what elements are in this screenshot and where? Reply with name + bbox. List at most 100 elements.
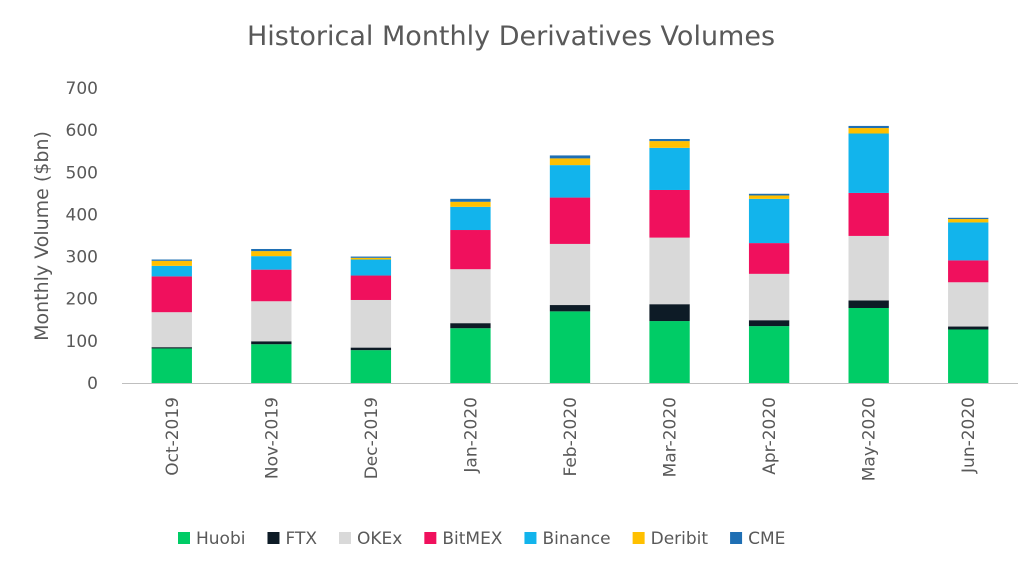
bar-segment <box>251 269 292 302</box>
bar-segment <box>251 301 292 342</box>
bar-segment <box>549 243 591 306</box>
legend-item: Deribit <box>632 529 709 549</box>
legend-swatch <box>524 532 537 544</box>
bar-segment <box>748 243 790 274</box>
bar-segment <box>748 198 790 244</box>
bar-segment <box>848 307 889 383</box>
bar-segment <box>450 230 491 270</box>
y-tick-label: 400 <box>66 205 98 225</box>
bar-segment <box>549 197 591 244</box>
bar-segment <box>848 235 889 301</box>
y-tick-label: 200 <box>66 290 98 310</box>
x-tick-label: Jan-2020 <box>461 397 481 474</box>
bar-segment <box>251 344 292 383</box>
y-tick-label: 600 <box>66 121 98 141</box>
bar-segment <box>350 259 392 276</box>
bar-segment <box>450 201 491 207</box>
legend: Huobi FTX OKEx BitMEX Binance Deribit CME <box>178 529 785 549</box>
y-tick-label: 100 <box>66 332 98 352</box>
bar-segment <box>549 158 591 166</box>
x-tick-label: Feb-2020 <box>561 397 581 477</box>
bar-segment <box>948 219 989 223</box>
bar-segment <box>549 311 591 383</box>
bar-segment <box>450 198 491 202</box>
bar-segment <box>450 269 491 324</box>
legend-label: OKEx <box>357 529 402 549</box>
bar-segment <box>848 133 889 193</box>
bar-stack <box>151 259 192 383</box>
y-tick-label: 700 <box>66 79 98 99</box>
bar-segment <box>350 257 392 260</box>
bar-segment <box>848 128 889 134</box>
bar-stack <box>251 248 292 383</box>
bar-stack <box>748 193 790 383</box>
legend-swatch <box>632 532 645 544</box>
bar-segment <box>649 237 690 305</box>
bar-segment <box>649 189 690 238</box>
bar-segment <box>748 326 790 383</box>
y-axis: 0 100 200 300 400 500 600 700 <box>66 79 98 394</box>
bar-segment <box>350 350 392 383</box>
legend-label: CME <box>748 529 785 549</box>
bar-stack <box>948 217 989 383</box>
legend-swatch <box>178 532 190 544</box>
legend-label: BitMEX <box>442 529 502 549</box>
legend-swatch <box>339 532 351 544</box>
bar-segment <box>251 256 292 270</box>
legend-label: Binance <box>542 529 610 549</box>
bar-stack <box>450 198 491 383</box>
legend-item: CME <box>730 529 785 549</box>
legend-label: FTX <box>285 529 317 549</box>
bar-segment <box>151 265 192 277</box>
y-tick-label: 300 <box>66 248 98 268</box>
chart-title: Historical Monthly Derivatives Volumes <box>247 21 775 52</box>
bar-segment <box>350 256 392 258</box>
bar-segment <box>649 147 690 190</box>
bar-segment <box>948 326 989 330</box>
legend-swatch <box>730 532 743 544</box>
y-axis-title: Monthly Volume ($bn) <box>31 131 53 341</box>
bar-segment <box>151 348 192 383</box>
x-tick-label: Mar-2020 <box>661 397 681 477</box>
bar-segment <box>649 321 690 383</box>
bar-segment <box>748 195 790 199</box>
bar-segment <box>948 260 989 283</box>
bar-segment <box>848 125 889 129</box>
bar-segment <box>549 305 591 312</box>
bar-segment <box>151 347 192 349</box>
legend-label: Huobi <box>196 529 245 549</box>
bar-segment <box>549 155 591 159</box>
bar-segment <box>549 165 591 198</box>
y-tick-label: 0 <box>87 374 98 394</box>
bar-segment <box>251 248 292 252</box>
bar-segment <box>748 320 790 327</box>
bar-segment <box>948 222 989 261</box>
legend-item: BitMEX <box>424 529 503 549</box>
bar-segment <box>649 138 690 142</box>
bar-segment <box>151 259 192 261</box>
bar-stack <box>350 256 392 383</box>
bar-segment <box>450 206 491 231</box>
bar-segment <box>450 323 491 329</box>
bar-segment <box>748 273 790 321</box>
legend-item: OKEx <box>339 529 402 549</box>
x-tick-label: May-2020 <box>860 397 880 481</box>
bar-segment <box>151 276 192 313</box>
bar-segment <box>151 260 192 266</box>
bar-segment <box>748 193 790 196</box>
bar-stack <box>848 125 889 383</box>
legend-label: Deribit <box>651 529 709 549</box>
bar-segment <box>649 141 690 148</box>
bar-segment <box>649 304 690 322</box>
legend-swatch <box>424 532 437 544</box>
bar-segment <box>151 312 192 348</box>
bar-stack <box>549 155 591 383</box>
bar-segment <box>350 347 392 351</box>
bar-segment <box>450 328 491 383</box>
bar-segment <box>948 282 989 327</box>
bar-segment <box>251 251 292 257</box>
legend-swatch <box>267 532 280 544</box>
x-tick-label: Nov-2019 <box>262 397 282 479</box>
bar-segment <box>251 341 292 345</box>
